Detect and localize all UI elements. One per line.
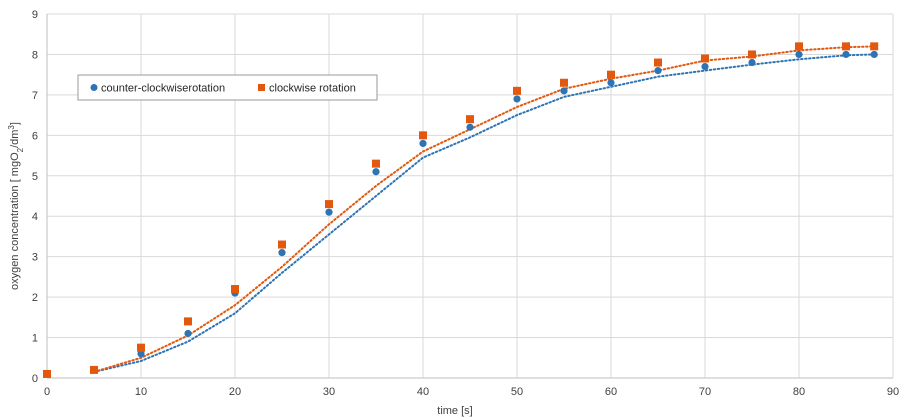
point-counter-clockwise [184, 329, 192, 338]
point-clockwise [607, 70, 615, 79]
point-clockwise [43, 369, 51, 378]
y-tick-label: 0 [32, 373, 38, 385]
point-counter-clockwise [419, 139, 427, 148]
trend-lines [93, 45, 876, 373]
trend-line-series-1 [93, 45, 876, 373]
point-clockwise [795, 42, 803, 51]
y-tick-label: 6 [32, 130, 38, 142]
x-tick-label: 70 [699, 386, 711, 398]
point-clockwise [372, 159, 380, 168]
data-points [43, 42, 879, 378]
x-tick-label: 50 [511, 386, 523, 398]
point-clockwise [278, 240, 286, 249]
legend-label-counter-clockwise: counter-clockwiserotation [101, 83, 225, 95]
point-counter-clockwise [842, 50, 850, 59]
x-tick-label: 60 [605, 386, 617, 398]
tick-labels: 0 10 20 30 40 50 60 70 80 90 0 1 2 3 4 5 6 7 8 9 [32, 9, 899, 398]
x-tick-label: 90 [887, 386, 899, 398]
point-clockwise [231, 285, 239, 294]
x-tick-label: 20 [229, 386, 241, 398]
y-tick-label: 1 [32, 333, 38, 345]
x-axis-title: time [s] [437, 405, 472, 417]
point-clockwise [419, 131, 427, 140]
y-tick-label: 2 [32, 292, 38, 304]
point-counter-clockwise [701, 62, 709, 71]
point-counter-clockwise [325, 208, 333, 216]
point-counter-clockwise [654, 67, 662, 75]
point-clockwise [90, 365, 98, 374]
point-counter-clockwise [137, 350, 145, 358]
x-tick-label: 40 [417, 386, 429, 398]
point-counter-clockwise [748, 58, 756, 67]
legend-label-clockwise: clockwise rotation [269, 83, 356, 95]
legend: counter-clockwiserotation clockwise rota… [77, 74, 378, 101]
point-counter-clockwise [607, 79, 615, 87]
legend-marker-counter-clockwise [90, 84, 98, 91]
y-tick-label: 5 [32, 171, 38, 183]
x-tick-label: 0 [44, 386, 50, 398]
y-tick-label: 9 [32, 9, 38, 21]
x-tick-label: 80 [793, 386, 805, 398]
point-clockwise [184, 317, 192, 326]
point-clockwise [137, 343, 145, 352]
legend-marker-clockwise [258, 84, 265, 91]
y-axis-title: oxygen concentration [ mgO2/dm3] [7, 122, 25, 290]
x-tick-label: 30 [323, 386, 335, 398]
point-clockwise [748, 50, 756, 59]
point-clockwise [842, 42, 850, 51]
point-counter-clockwise [870, 50, 878, 59]
point-counter-clockwise [513, 95, 521, 103]
point-clockwise [870, 42, 879, 51]
point-clockwise [325, 200, 333, 209]
y-tick-label: 8 [32, 49, 38, 61]
point-counter-clockwise [278, 249, 286, 257]
point-clockwise [560, 78, 568, 87]
grid [46, 13, 894, 379]
point-counter-clockwise [560, 87, 568, 95]
legend-box [77, 74, 378, 101]
point-counter-clockwise [795, 50, 803, 59]
point-counter-clockwise [372, 168, 380, 176]
trend-line-series-0 [93, 53, 876, 373]
y-tick-label: 3 [32, 252, 38, 264]
point-counter-clockwise [466, 123, 474, 131]
x-tick-label: 10 [135, 386, 147, 398]
y-tick-label: 4 [32, 211, 38, 223]
point-clockwise [654, 58, 662, 67]
point-clockwise [701, 54, 709, 63]
axes [46, 14, 893, 379]
y-tick-label: 7 [32, 90, 38, 102]
point-clockwise [466, 115, 474, 124]
point-clockwise [513, 86, 521, 95]
